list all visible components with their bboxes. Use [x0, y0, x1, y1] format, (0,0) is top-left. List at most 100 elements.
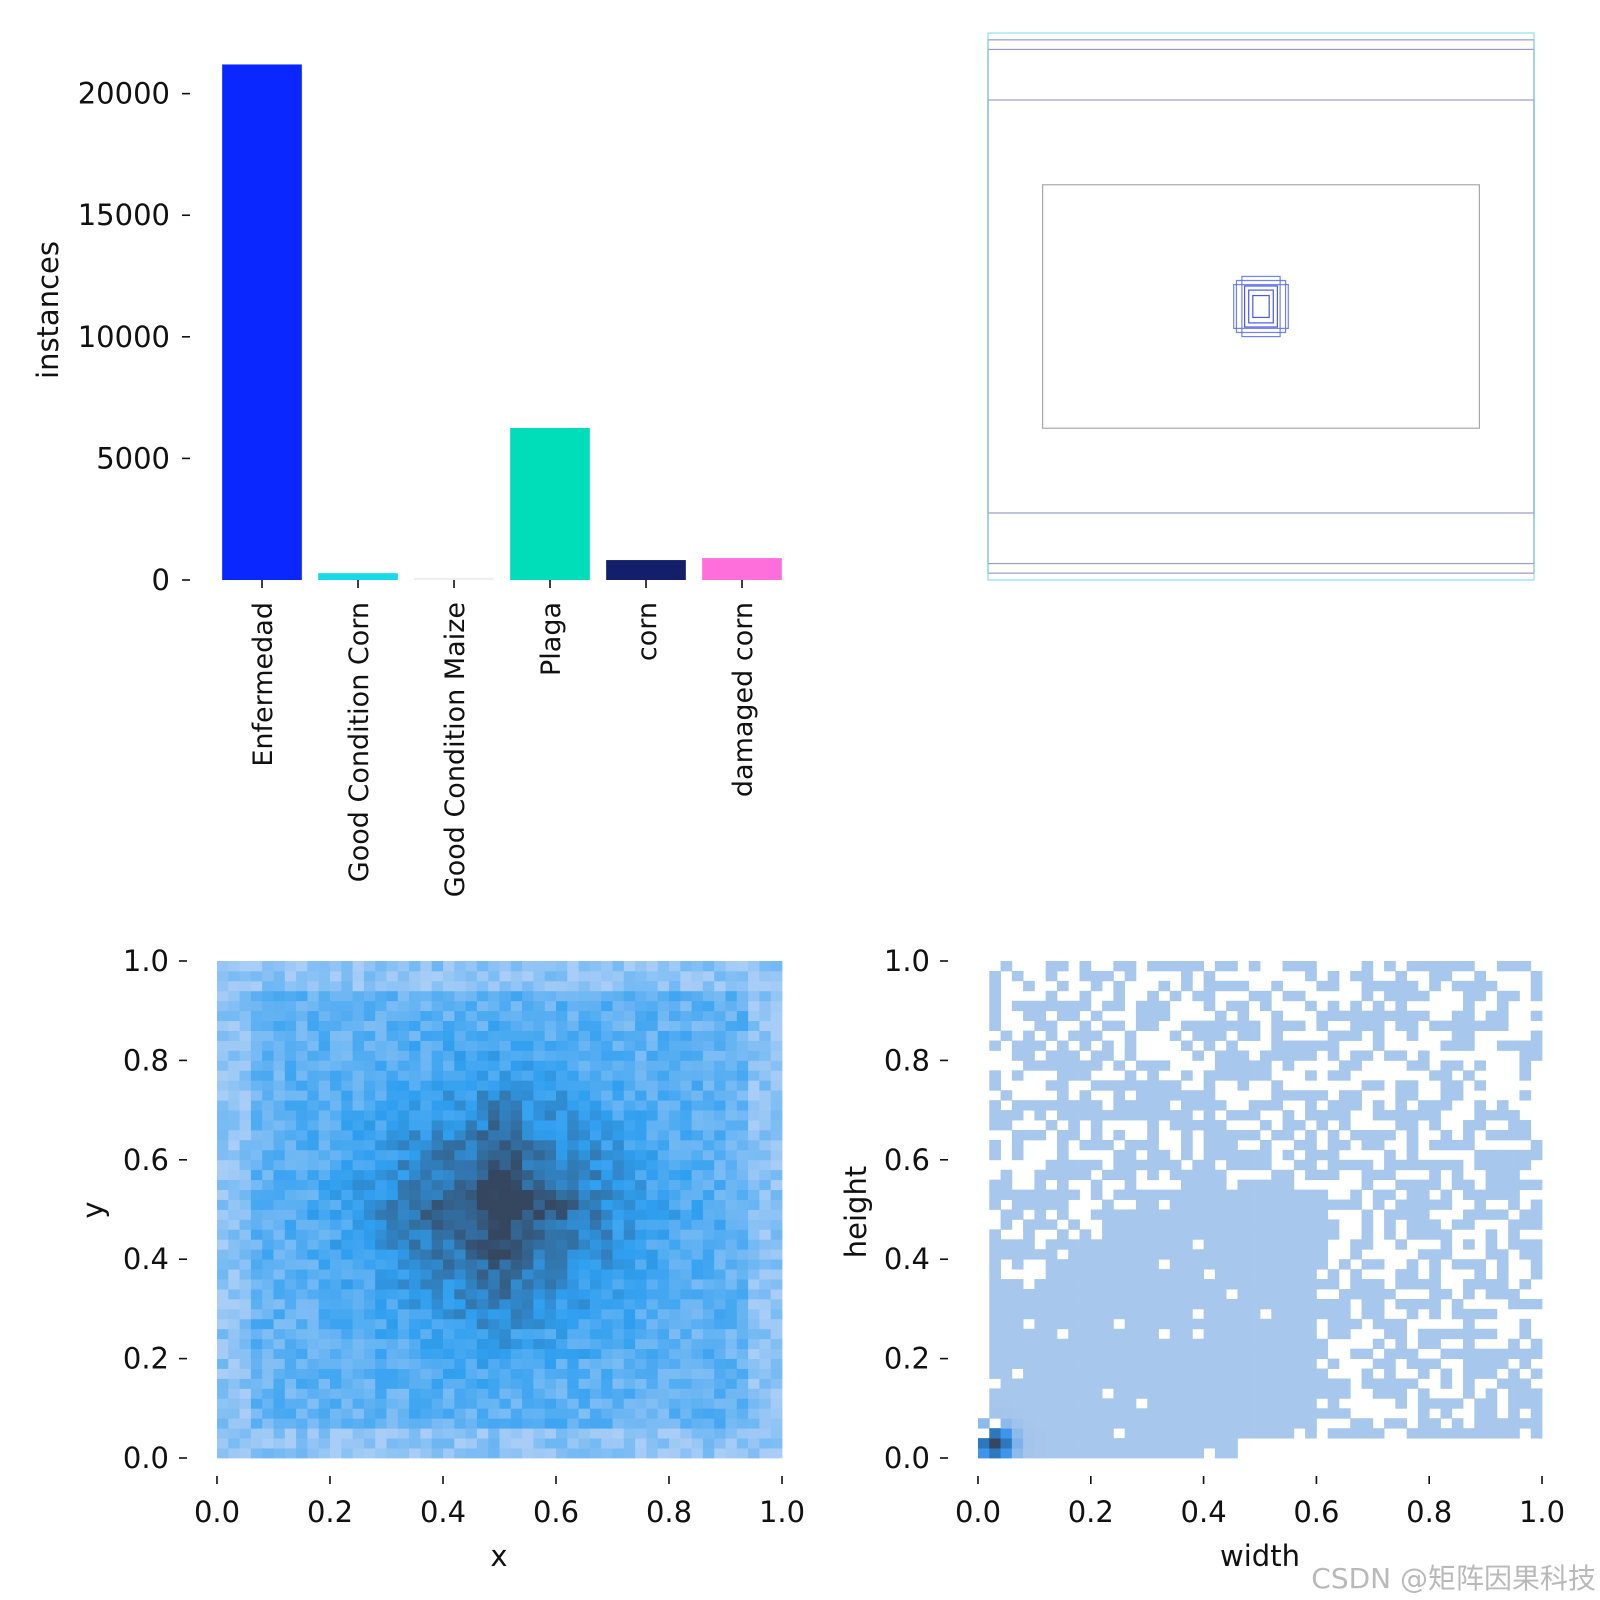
wh-heatmap-cell	[1519, 1298, 1532, 1310]
wh-heatmap-cell	[1508, 1169, 1520, 1181]
xy-heatmap-cell	[488, 1298, 500, 1310]
wh-heatmap-cell	[1395, 990, 1408, 1002]
wh-heatmap-cell	[1429, 970, 1441, 982]
wh-heatmap-cell	[1463, 1030, 1475, 1041]
xy-heatmap-cell	[669, 1179, 681, 1191]
xy-heatmap-cell	[262, 1209, 274, 1220]
xy-heatmap-cell	[273, 1298, 286, 1310]
wh-heatmap-cell	[1124, 1358, 1137, 1369]
wh-heatmap-cell	[1192, 1259, 1204, 1270]
bounding-box	[987, 32, 1535, 581]
xy-heatmap-cell	[657, 1338, 670, 1350]
xy-heatmap-cell	[748, 990, 760, 1002]
xy-heatmap-cell	[431, 1060, 444, 1071]
wh-heatmap-cell	[1305, 1318, 1317, 1330]
xy-heatmap-cell	[341, 1289, 353, 1300]
xy-heatmap-cell	[680, 1060, 692, 1071]
xy-heatmap-cell	[601, 1090, 613, 1101]
xy-heatmap-cell	[443, 1318, 455, 1330]
wh-heatmap-cell	[1474, 970, 1486, 982]
wh-heatmap-cell	[1203, 990, 1216, 1002]
wh-heatmap-cell	[1214, 1010, 1227, 1022]
wh-heatmap-cell	[1135, 1090, 1148, 1101]
xy-heatmap-cell	[759, 1378, 772, 1389]
xy-heatmap-cell	[262, 1189, 274, 1200]
xy-heatmap-cell	[284, 1318, 297, 1330]
xy-heatmap-cell	[375, 1110, 387, 1121]
wh-heatmap-cell	[1406, 1110, 1419, 1121]
xy-heatmap-cell	[748, 1129, 760, 1141]
xy-heatmap-cell	[510, 1269, 523, 1280]
xy-heatmap-cell	[544, 990, 557, 1002]
xy-heatmap-cell	[567, 1358, 579, 1369]
wh-heatmap-cell	[1090, 1328, 1103, 1340]
xy-heatmap-cell	[680, 1010, 692, 1022]
xy-heatmap-cell	[691, 1298, 704, 1310]
xy-heatmap-cell	[578, 1239, 591, 1250]
wh-heatmap-cell	[1102, 1328, 1114, 1340]
xy-heatmap-cell	[702, 970, 715, 982]
xy-heatmap-cell	[488, 1239, 500, 1250]
xy-heatmap-cell	[273, 1259, 286, 1270]
wh-heatmap-cell	[1305, 1189, 1317, 1200]
xy-heatmap-cell	[544, 1348, 557, 1359]
xy-heatmap-cell	[250, 1239, 263, 1250]
wh-heatmap-cell	[1508, 1398, 1520, 1409]
xy-heatmap-cell	[330, 1239, 342, 1250]
wh-heatmap-cell	[1429, 1418, 1441, 1429]
wh-heatmap-cell	[1305, 1308, 1317, 1320]
wh-heatmap-cell	[1519, 1219, 1532, 1230]
wh-heatmap-cell	[1181, 1279, 1193, 1290]
xy-heatmap-cell	[273, 961, 286, 972]
xy-heatmap-cell	[544, 1010, 557, 1022]
xy-heatmap-cell	[284, 1000, 297, 1012]
wh-heatmap-cell	[1169, 1318, 1182, 1330]
wh-heatmap-cell	[1113, 1338, 1126, 1350]
wh-heatmap-cell	[1000, 1120, 1013, 1131]
wh-heatmap-cell	[1429, 980, 1441, 992]
xy-heatmap-cell	[578, 1110, 591, 1121]
xy-heatmap-cell	[612, 1318, 625, 1330]
xy-heatmap-cell	[352, 1229, 365, 1240]
xy-heatmap-cell	[623, 1179, 636, 1191]
wh-heatmap-cell	[1226, 1328, 1238, 1340]
wh-heatmap-cell	[1203, 1338, 1216, 1350]
wh-heatmap-cell	[1316, 1388, 1329, 1399]
xy-heatmap-cell	[465, 1209, 478, 1220]
wh-heatmap-cell	[1429, 1269, 1441, 1280]
xy-heatmap-cell	[318, 1139, 331, 1151]
wh-heatmap-cell	[1417, 1388, 1430, 1399]
wh-heatmap-cell	[1237, 1289, 1250, 1300]
xy-heatmap-cell	[488, 1408, 500, 1419]
xy-heatmap-cell	[578, 1308, 591, 1320]
xy-heatmap-cell	[748, 1298, 760, 1310]
xy-heatmap-cell	[465, 1189, 478, 1200]
xy-heatmap-cell	[386, 1030, 399, 1041]
xy-heatmap-cell	[556, 1040, 568, 1051]
wh-heatmap-cell	[1147, 990, 1159, 1002]
wh-heatmap-cell	[1023, 1298, 1035, 1310]
wh-heatmap-cell	[1282, 990, 1295, 1002]
xy-heatmap-cell	[748, 1308, 760, 1320]
wh-heatmap-cell	[1248, 1358, 1261, 1369]
wh-heatmap-cell	[1068, 1408, 1080, 1419]
xy-heatmap-cell	[612, 1030, 625, 1041]
xy-heatmap-cell	[409, 1318, 421, 1330]
wh-heatmap-cell	[1147, 1189, 1159, 1200]
wh-heatmap-cell	[1011, 1000, 1024, 1012]
wh-heatmap-cell	[1068, 1110, 1080, 1121]
xy-heatmap-cell	[522, 1308, 534, 1320]
wh-heatmap-cell	[1000, 1418, 1013, 1429]
wh-heatmap-cell	[1350, 1279, 1362, 1290]
xy-heatmap-cell	[669, 1219, 681, 1230]
xy-heatmap-cell	[330, 1050, 342, 1061]
wh-heatmap-cell	[1282, 1388, 1295, 1399]
wh-heatmap-cell	[1192, 1249, 1204, 1260]
xy-heatmap-cell	[250, 990, 263, 1002]
xy-heatmap-cell	[646, 1279, 659, 1290]
xy-heatmap-cell	[217, 1070, 229, 1081]
wh-heatmap-cell	[1034, 1418, 1047, 1429]
xy-heatmap-cell	[556, 1129, 568, 1141]
xy-heatmap-cell	[522, 990, 534, 1002]
xy-heatmap-cell	[284, 1120, 297, 1131]
